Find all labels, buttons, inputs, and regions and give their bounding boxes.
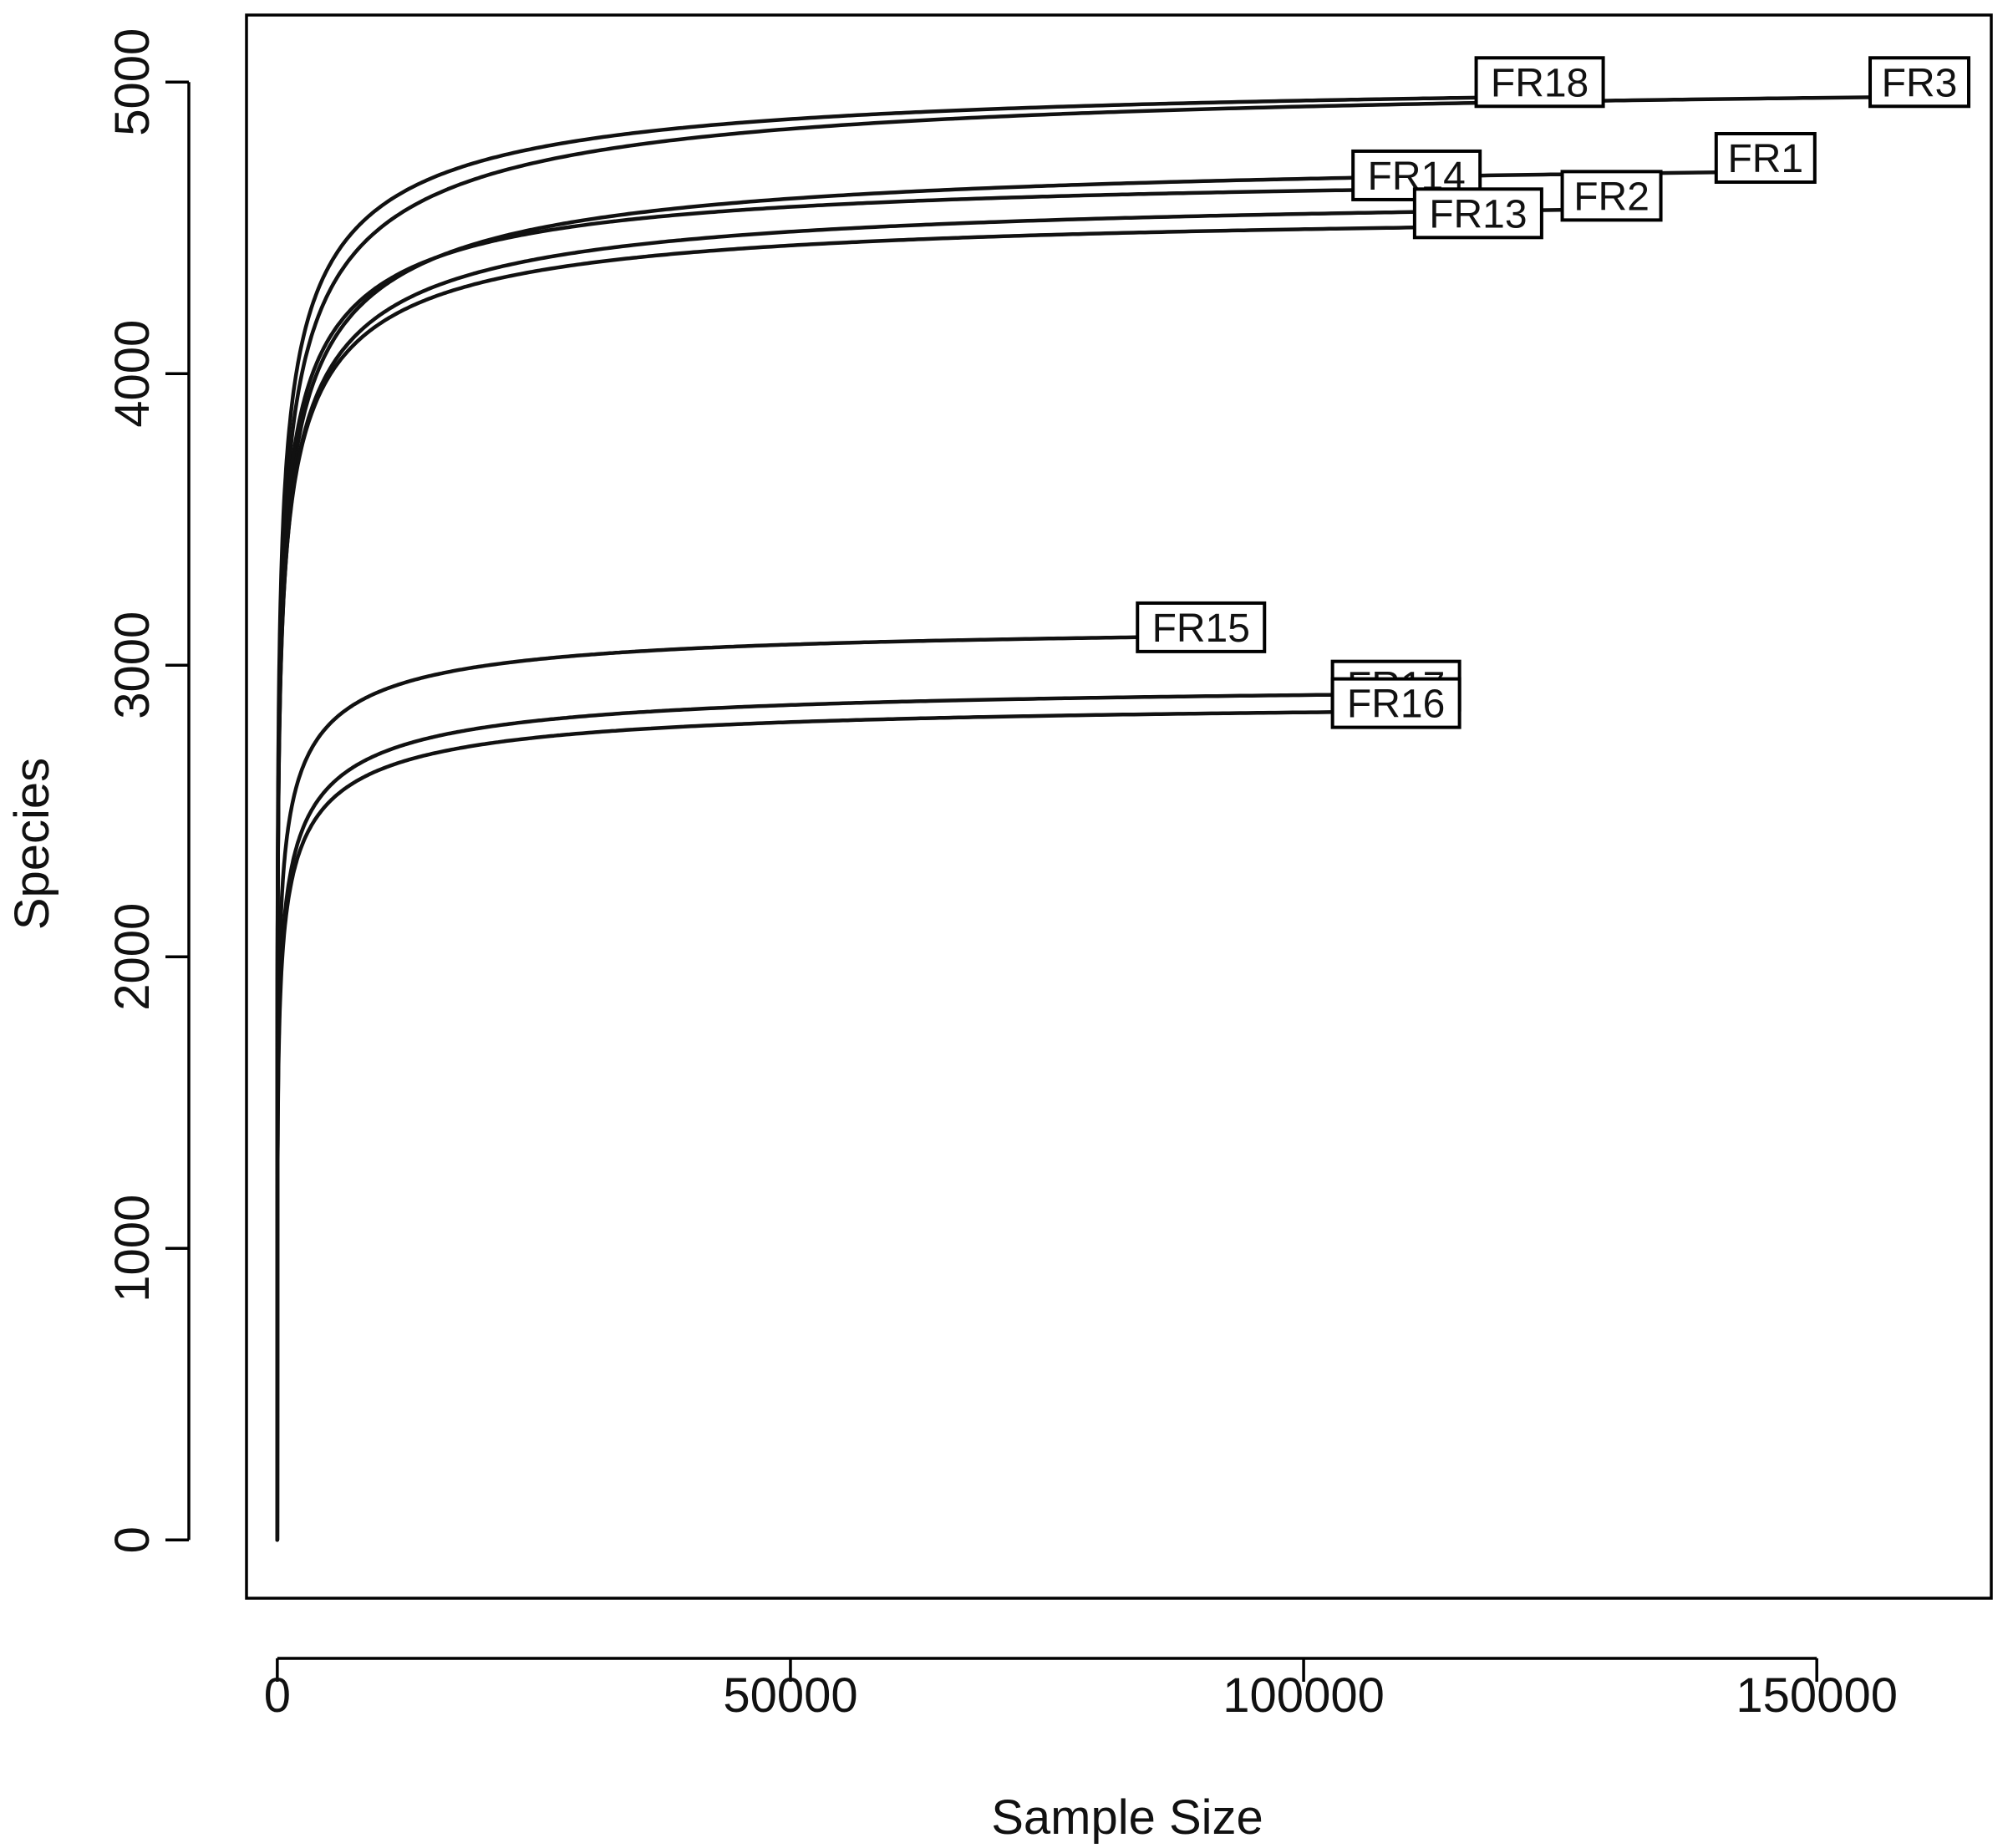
x-tick-label-0: 0	[264, 1668, 291, 1723]
y-tick-label-0: 0	[105, 1526, 160, 1553]
curve-fr18	[275, 94, 1542, 1542]
x-axis-label: Sample Size	[991, 1790, 1263, 1845]
curves	[275, 94, 1922, 1542]
curve-fr1	[275, 170, 1768, 1542]
curve-fr3	[275, 94, 1922, 1542]
label-fr2: FR2	[1573, 175, 1650, 219]
label-fr15: FR15	[1152, 607, 1250, 651]
label-box-fr13	[1412, 187, 1543, 240]
label-box-fr1	[1714, 132, 1817, 185]
label-fr16: FR16	[1347, 683, 1445, 727]
x-tick-label-50000: 50000	[723, 1668, 857, 1723]
x-axis: 0 50000 100000 150000	[264, 1657, 1898, 1723]
label-fr13: FR13	[1429, 192, 1527, 236]
sample-labels: FR3FR18FR1FR14FR2FR13FR15FR17FR16	[1136, 56, 1971, 729]
y-tick-label-1000: 1000	[105, 1195, 160, 1302]
y-axis: 0 1000 2000 3000 4000 5000	[105, 28, 191, 1553]
x-tick-label-100000: 100000	[1223, 1668, 1385, 1723]
label-box-fr18	[1474, 56, 1605, 109]
label-box-fr15	[1136, 601, 1267, 653]
x-tick-label-150000: 150000	[1736, 1668, 1898, 1723]
y-tick-label-4000: 4000	[105, 320, 160, 428]
label-box-fr16	[1330, 677, 1461, 729]
curve-fr13	[275, 225, 1481, 1542]
label-fr18: FR18	[1491, 61, 1589, 105]
y-tick-label-2000: 2000	[105, 903, 160, 1011]
label-box-fr2	[1560, 170, 1663, 222]
plot-frame	[245, 13, 1993, 1600]
curve-fr17	[275, 692, 1398, 1542]
curve-fr16	[275, 709, 1398, 1542]
label-fr1: FR1	[1727, 137, 1803, 181]
y-tick-label-3000: 3000	[105, 612, 160, 719]
y-axis-label: Species	[5, 758, 59, 930]
curve-fr14	[275, 187, 1419, 1542]
label-box-fr3	[1868, 56, 1971, 109]
curve-fr2	[275, 207, 1614, 1542]
y-tick-label-5000: 5000	[105, 28, 160, 136]
curve-fr15	[275, 634, 1203, 1542]
label-fr3: FR3	[1882, 61, 1958, 105]
